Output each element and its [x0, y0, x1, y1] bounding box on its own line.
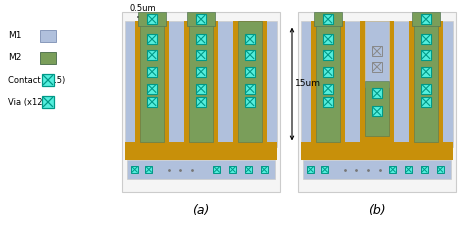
Bar: [409, 21, 443, 142]
Bar: [414, 21, 438, 142]
Bar: [127, 160, 275, 179]
Bar: [372, 62, 382, 72]
Bar: [307, 166, 314, 173]
Bar: [196, 50, 206, 60]
Bar: [421, 34, 431, 44]
Bar: [196, 67, 206, 77]
Text: (b): (b): [368, 204, 386, 217]
Bar: [298, 12, 456, 192]
Bar: [405, 166, 412, 173]
Bar: [303, 160, 451, 179]
Text: M1: M1: [8, 32, 21, 41]
Bar: [196, 14, 206, 24]
Bar: [245, 84, 255, 93]
Bar: [301, 142, 346, 160]
Bar: [261, 166, 268, 173]
Bar: [187, 12, 215, 26]
Bar: [316, 21, 340, 142]
Bar: [229, 166, 236, 173]
Bar: [323, 50, 333, 60]
Bar: [196, 34, 206, 44]
Bar: [372, 106, 382, 117]
Bar: [213, 166, 220, 173]
Bar: [323, 97, 333, 107]
Bar: [421, 84, 431, 93]
Bar: [189, 21, 213, 142]
Bar: [245, 67, 255, 77]
Bar: [310, 21, 346, 142]
Bar: [42, 74, 54, 86]
Bar: [314, 12, 342, 26]
Bar: [140, 21, 164, 142]
Text: (a): (a): [192, 204, 210, 217]
Bar: [42, 96, 54, 108]
Bar: [365, 81, 389, 136]
Bar: [238, 21, 262, 142]
Bar: [245, 166, 252, 173]
Text: Contact (x15): Contact (x15): [8, 76, 65, 85]
Bar: [323, 14, 333, 24]
Bar: [323, 34, 333, 44]
Bar: [396, 142, 453, 160]
Bar: [245, 50, 255, 60]
Bar: [421, 67, 431, 77]
Bar: [437, 166, 444, 173]
Bar: [360, 21, 394, 142]
Bar: [131, 166, 138, 173]
Bar: [412, 12, 440, 26]
Bar: [323, 67, 333, 77]
Bar: [372, 46, 382, 56]
Bar: [245, 34, 255, 44]
Bar: [147, 50, 157, 60]
Bar: [421, 50, 431, 60]
Bar: [138, 12, 166, 26]
Text: 0.5um: 0.5um: [129, 4, 156, 13]
Bar: [196, 97, 206, 107]
Bar: [233, 21, 267, 142]
Bar: [146, 166, 152, 173]
Bar: [125, 142, 277, 160]
Bar: [323, 84, 333, 93]
Bar: [147, 34, 157, 44]
Bar: [40, 30, 56, 42]
Bar: [122, 12, 280, 192]
Bar: [135, 21, 169, 142]
Bar: [301, 142, 453, 160]
Bar: [196, 84, 206, 93]
Text: M2: M2: [8, 54, 21, 63]
Bar: [301, 21, 453, 147]
Bar: [421, 97, 431, 107]
Bar: [421, 14, 431, 24]
Bar: [365, 21, 389, 87]
Bar: [389, 166, 396, 173]
Bar: [147, 67, 157, 77]
Bar: [147, 14, 157, 24]
Bar: [245, 97, 255, 107]
Bar: [183, 21, 219, 142]
Bar: [125, 21, 277, 147]
Text: 15um: 15um: [295, 79, 321, 88]
Bar: [421, 166, 428, 173]
Bar: [147, 97, 157, 107]
Text: Via (x12): Via (x12): [8, 98, 46, 106]
Bar: [321, 166, 328, 173]
Bar: [147, 84, 157, 93]
Bar: [40, 52, 56, 64]
Bar: [372, 88, 382, 98]
